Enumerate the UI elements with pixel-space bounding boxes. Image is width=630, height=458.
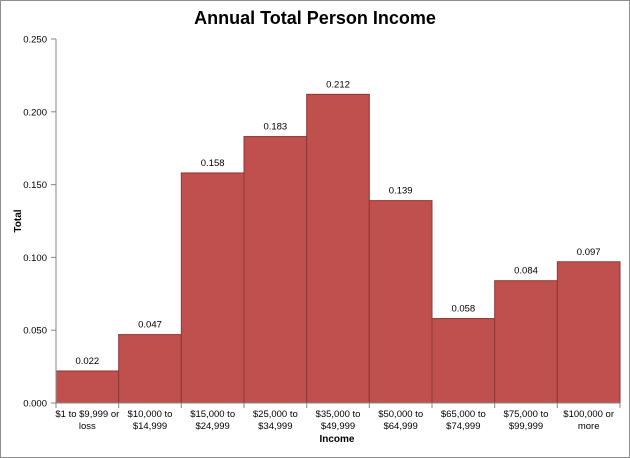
y-tick-label-6: 0.250 [23,35,47,46]
bar-2 [118,334,182,404]
bar-4 [243,136,308,404]
y-tick-label-5: 0.200 [23,107,47,118]
x-tick-label-3: $15,000 to $24,999 [190,409,235,432]
data-label-8: 0.084 [514,266,538,277]
data-label-6: 0.139 [389,186,413,197]
data-label-9: 0.097 [577,247,601,258]
data-label-2: 0.047 [138,320,162,331]
x-tick-label-9: $100,000 or more [563,409,614,432]
plot-area: 0.022 0.047 0.158 0.183 0.212 0.139 0.058 0.084… [23,35,621,432]
bar-9 [556,261,621,404]
data-label-4: 0.183 [263,122,287,133]
y-tick-label-2: 0.050 [23,326,47,337]
x-tick-label-2: $10,000 to $14,999 [128,409,173,432]
y-tick-label-1: 0.000 [23,399,47,410]
bar-6 [368,200,433,404]
bar-5 [306,93,370,404]
x-tick-label-7: $65,000 to $74,999 [441,409,486,432]
x-tick-label-1: $1 to $9,999 or loss [55,409,119,432]
x-axis-title: Income [319,434,354,445]
data-label-1: 0.022 [75,356,99,367]
x-tick-label-8: $75,000 to $99,999 [504,409,549,432]
bar-1 [55,370,120,404]
data-label-7: 0.058 [451,304,475,315]
y-tick-label-4: 0.150 [23,180,47,191]
x-tick-label-4: $25,000 to $34,999 [253,409,298,432]
y-tick-label-3: 0.100 [23,253,47,264]
bar-7 [431,318,496,404]
x-tick-label-6: $50,000 to $64,999 [378,409,423,432]
y-axis-title: Total [13,209,24,232]
x-tick-label-5: $35,000 to $49,999 [316,409,361,432]
bar-3 [180,172,245,404]
data-label-5: 0.212 [326,79,350,90]
chart-title: Annual Total Person Income [194,8,436,28]
data-label-3: 0.158 [201,158,225,169]
bar-8 [494,280,558,404]
